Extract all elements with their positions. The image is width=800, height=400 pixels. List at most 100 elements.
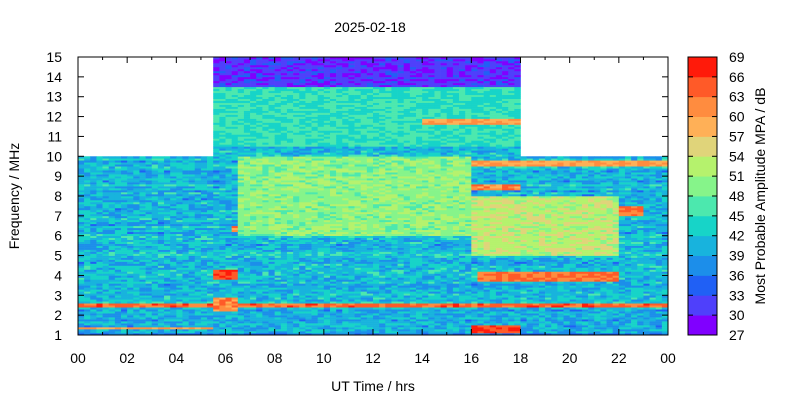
heatmap-cell <box>311 76 318 80</box>
heatmap-cell <box>151 160 159 163</box>
heatmap-cell <box>170 166 177 169</box>
heatmap-cell <box>182 295 189 298</box>
heatmap-cell <box>305 120 312 123</box>
heatmap-cell <box>280 309 288 312</box>
heatmap-cell <box>317 84 325 88</box>
heatmap-cell <box>194 269 202 272</box>
heatmap-cell <box>145 227 153 231</box>
heatmap-cell <box>108 229 116 233</box>
heatmap-cell <box>90 180 97 183</box>
heatmap-cell <box>102 194 110 197</box>
heatmap-cell <box>108 190 116 193</box>
heatmap-cell <box>225 239 232 242</box>
heatmap-cell <box>250 138 257 141</box>
heatmap-cell <box>231 166 239 169</box>
heatmap-cell <box>127 247 134 250</box>
heatmap-cell <box>243 207 251 211</box>
heatmap-cell <box>164 162 171 165</box>
heatmap-cell <box>323 182 331 185</box>
heatmap-cell <box>231 76 239 80</box>
heatmap-cell <box>182 271 189 274</box>
heatmap-cell <box>151 309 159 312</box>
heatmap-cell <box>280 120 288 123</box>
heatmap-cell <box>114 156 122 159</box>
heatmap-cell <box>194 309 202 312</box>
heatmap-cell <box>329 217 337 221</box>
heatmap-cell <box>176 263 183 266</box>
heatmap-cell <box>237 110 245 113</box>
heatmap-cell <box>213 156 220 159</box>
heatmap-cell <box>219 271 226 274</box>
heatmap-cell <box>342 281 349 284</box>
heatmap-cell <box>145 186 153 189</box>
heatmap-cell <box>323 62 331 66</box>
heatmap-cell <box>280 279 288 282</box>
heatmap-cell <box>323 70 331 74</box>
heatmap-cell <box>219 319 226 322</box>
heatmap-cell <box>268 84 275 88</box>
heatmap-cell <box>329 126 337 129</box>
heatmap-cell <box>311 150 318 153</box>
heatmap-cell <box>194 158 202 161</box>
heatmap-cell <box>219 178 226 181</box>
heatmap-cell <box>280 261 288 264</box>
heatmap-cell <box>213 211 220 215</box>
heatmap-cell <box>262 267 269 270</box>
heatmap-cell <box>176 291 183 294</box>
heatmap-cell <box>237 207 245 211</box>
heatmap-cell <box>280 80 288 84</box>
heatmap-cell <box>299 136 306 139</box>
heatmap-cell <box>311 243 318 246</box>
heatmap-cell <box>90 287 97 290</box>
heatmap-cell <box>90 199 97 203</box>
heatmap-cell <box>90 281 97 284</box>
heatmap-cell <box>219 303 226 306</box>
heatmap-cell <box>268 142 275 145</box>
heatmap-cell <box>250 291 257 294</box>
heatmap-cell <box>329 315 337 318</box>
heatmap-cell <box>121 257 128 260</box>
heatmap-cell <box>207 192 214 195</box>
heatmap-cell <box>182 319 189 322</box>
heatmap-cell <box>323 78 331 82</box>
heatmap-cell <box>268 327 275 330</box>
heatmap-cell <box>268 74 275 78</box>
heatmap-cell <box>286 62 294 66</box>
heatmap-cell <box>114 172 122 175</box>
heatmap-cell <box>329 283 337 286</box>
heatmap-cell <box>299 297 306 300</box>
heatmap-cell <box>280 162 288 165</box>
heatmap-cell <box>280 64 288 68</box>
heatmap-cell <box>90 291 97 294</box>
heatmap-cell <box>336 199 343 203</box>
heatmap-cell <box>84 323 91 326</box>
heatmap-cell <box>182 166 189 169</box>
heatmap-cell <box>323 333 331 336</box>
heatmap-cell <box>213 84 220 88</box>
heatmap-cell <box>274 231 282 235</box>
heatmap-cell <box>336 321 343 324</box>
heatmap-cell <box>170 192 177 195</box>
heatmap-cell <box>151 253 159 256</box>
heatmap-cell <box>164 188 171 191</box>
heatmap-cell <box>274 219 282 223</box>
heatmap-cell <box>317 190 325 193</box>
heatmap-cell <box>207 182 214 185</box>
heatmap-cell <box>274 233 282 237</box>
heatmap-cell <box>151 293 159 296</box>
heatmap-cell <box>127 188 134 191</box>
heatmap-cell <box>342 221 349 225</box>
heatmap-cell <box>176 317 183 320</box>
heatmap-cell <box>207 166 214 169</box>
heatmap-cell <box>176 329 183 332</box>
heatmap-cell <box>231 78 239 82</box>
heatmap-cell <box>305 229 312 233</box>
heatmap-cell <box>182 223 189 227</box>
heatmap-cell <box>317 132 325 135</box>
heatmap-cell <box>293 265 300 268</box>
heatmap-cell <box>293 291 300 294</box>
heatmap-cell <box>188 166 196 169</box>
heatmap-cell <box>280 235 288 238</box>
heatmap-cell <box>127 327 134 330</box>
heatmap-cell <box>200 327 208 330</box>
